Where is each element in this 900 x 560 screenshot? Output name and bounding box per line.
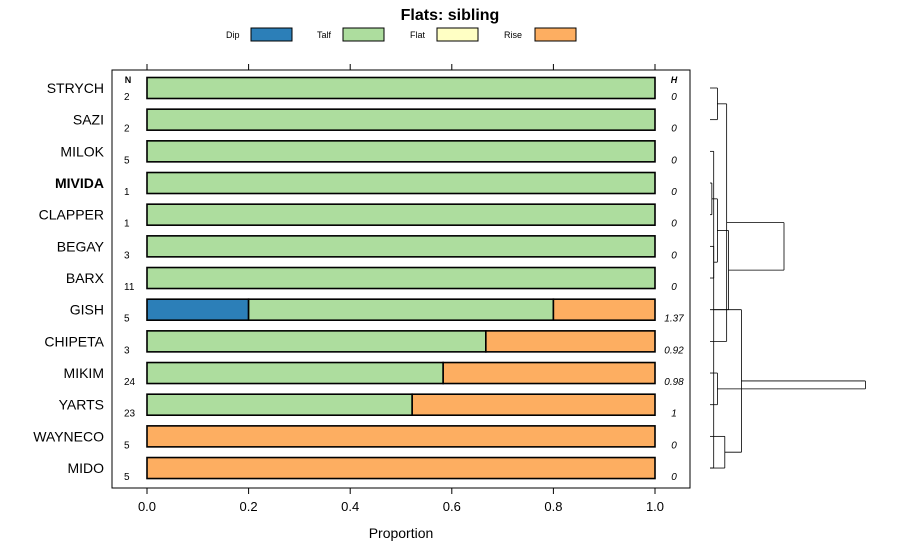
row-h-value: 0 xyxy=(671,155,677,166)
row-label: MIKIM xyxy=(64,365,104,381)
bar-segment-rise xyxy=(442,361,656,385)
bar-segment-talf xyxy=(146,361,444,385)
bar-segment-talf xyxy=(146,235,656,258)
bar-segment-talf xyxy=(146,76,656,100)
x-tick-label: 0.8 xyxy=(544,499,562,514)
row-n-value: 5 xyxy=(124,472,130,483)
legend-label-talf: Talf xyxy=(317,30,332,40)
legend-label-rise: Rise xyxy=(504,30,522,40)
bar-row: BEGAY 3 0 xyxy=(57,235,677,261)
x-tick-label: 0.2 xyxy=(240,499,258,514)
row-n-value: 5 xyxy=(124,440,130,451)
x-tick-label: 1.0 xyxy=(646,499,664,514)
row-h-value: 1.37 xyxy=(664,314,684,325)
legend-swatch-talf xyxy=(342,27,385,42)
row-h-value: 1 xyxy=(671,409,677,420)
row-label: GISH xyxy=(70,302,104,318)
row-h-value: 0 xyxy=(671,282,677,293)
row-h-value: 0 xyxy=(671,440,677,451)
bar-row: MIDO 5 0 xyxy=(67,456,677,483)
row-label: BARX xyxy=(66,270,105,286)
bar-segment-talf xyxy=(146,330,487,353)
n-column-header: N xyxy=(125,75,132,85)
row-label: STRYCH xyxy=(47,80,104,96)
row-h-value: 0 xyxy=(671,92,677,103)
row-n-value: 24 xyxy=(124,377,136,388)
bar-row: WAYNECO 5 0 xyxy=(33,425,677,451)
legend-label-dip: Dip xyxy=(226,30,240,40)
bar-row: MIVIDA 1 0 xyxy=(55,171,677,198)
h-column-header: H xyxy=(671,75,678,85)
row-label: YARTS xyxy=(59,397,104,413)
bar-segment-talf xyxy=(146,393,413,417)
x-axis-label: Proportion xyxy=(369,525,434,541)
row-h-value: 0 xyxy=(671,219,677,230)
row-n-value: 3 xyxy=(124,250,130,261)
x-tick-label: 0.6 xyxy=(443,499,461,514)
bar-segment-talf xyxy=(146,171,656,195)
row-label: MIDO xyxy=(67,460,104,476)
row-h-value: 0 xyxy=(671,124,677,135)
bar-segment-talf xyxy=(146,266,656,290)
row-h-value: 0 xyxy=(671,187,677,198)
row-n-value: 3 xyxy=(124,345,130,356)
row-label: WAYNECO xyxy=(33,428,104,444)
row-h-value: 0.92 xyxy=(664,345,684,356)
bar-row: SAZI 2 0 xyxy=(73,108,677,135)
legend-swatch-flat xyxy=(436,27,479,42)
x-axis: 0.0 0.2 0.4 0.6 0.8 1.0 xyxy=(138,64,664,514)
bar-row: GISH 5 1.37 xyxy=(70,298,684,325)
row-label: MILOK xyxy=(60,143,104,159)
legend-swatch-rise xyxy=(534,27,577,42)
row-label: BEGAY xyxy=(57,238,105,254)
bar-segment-talf xyxy=(146,203,656,226)
dendrogram xyxy=(710,87,866,469)
row-h-value: 0.98 xyxy=(664,377,684,388)
row-n-value: 2 xyxy=(124,92,130,103)
row-n-value: 5 xyxy=(124,155,130,166)
row-n-value: 11 xyxy=(124,282,135,293)
bar-segment-talf xyxy=(247,298,555,321)
bar-segment-rise xyxy=(552,298,656,321)
row-n-value: 1 xyxy=(124,219,130,230)
row-label: SAZI xyxy=(73,112,104,128)
legend-label-flat: Flat xyxy=(410,30,426,40)
bar-segment-dip xyxy=(146,298,250,321)
row-n-value: 1 xyxy=(124,187,130,198)
bar-row: CHIPETA 3 0.92 xyxy=(44,330,684,356)
chart-title: Flats: sibling xyxy=(401,7,500,24)
bar-segment-talf xyxy=(146,108,656,131)
bar-row: STRYCH 2 0 xyxy=(47,76,677,103)
row-n-value: 23 xyxy=(124,409,136,420)
bar-segment-talf xyxy=(146,140,656,163)
bar-segment-rise xyxy=(485,330,656,353)
row-label: CHIPETA xyxy=(44,333,104,349)
row-n-value: 5 xyxy=(124,314,130,325)
x-tick-label: 0.4 xyxy=(341,499,359,514)
bar-segment-rise xyxy=(411,393,656,417)
bar-row: CLAPPER 1 0 xyxy=(39,203,677,230)
plot-frame xyxy=(111,69,691,489)
bar-segment-rise xyxy=(146,456,656,480)
row-h-value: 0 xyxy=(671,472,677,483)
row-label: CLAPPER xyxy=(39,207,104,223)
bar-row: MILOK 5 0 xyxy=(60,140,677,166)
bar-row: MIKIM 24 0.98 xyxy=(64,361,684,388)
legend: Dip Talf Flat Rise xyxy=(226,27,577,42)
bar-row: BARX 11 0 xyxy=(66,266,677,293)
x-tick-label: 0.0 xyxy=(138,499,156,514)
row-label: MIVIDA xyxy=(55,175,104,191)
bar-row: YARTS 23 1 xyxy=(59,393,677,420)
row-n-value: 2 xyxy=(124,124,130,135)
row-h-value: 0 xyxy=(671,250,677,261)
bar-segment-rise xyxy=(146,425,656,448)
legend-swatch-dip xyxy=(250,27,293,42)
